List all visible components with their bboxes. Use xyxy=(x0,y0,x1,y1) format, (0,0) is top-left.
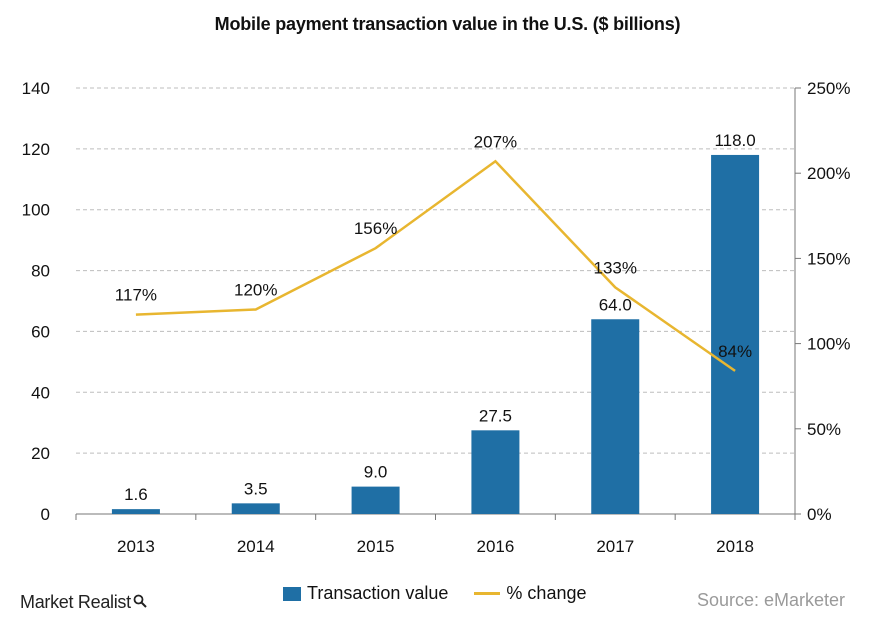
x-tick-label: 2016 xyxy=(477,537,515,556)
x-tick-label: 2015 xyxy=(357,537,395,556)
brand-logo: Market Realist xyxy=(20,592,147,613)
y-tick-label: 100 xyxy=(22,201,50,220)
line-data-label: 156% xyxy=(354,219,397,238)
brand-name: Market Realist xyxy=(20,592,131,612)
legend: Transaction value % change xyxy=(283,583,586,604)
y-tick-label: 80 xyxy=(31,262,50,281)
bar-data-label: 27.5 xyxy=(479,406,512,425)
bar-data-label: 1.6 xyxy=(124,485,148,504)
bar xyxy=(471,430,520,514)
legend-swatch-percent-change xyxy=(474,592,501,595)
chart-title: Mobile payment transaction value in the … xyxy=(214,14,681,34)
legend-label-transaction-value: Transaction value xyxy=(307,583,449,603)
line-data-label: 133% xyxy=(594,258,637,277)
bar-data-label: 64.0 xyxy=(599,295,632,314)
y2-tick-label: 50% xyxy=(807,420,841,439)
magnifier-icon xyxy=(133,592,147,613)
bar xyxy=(231,503,280,514)
x-tick-label: 2013 xyxy=(117,537,155,556)
bar xyxy=(351,486,400,514)
percent-change-line xyxy=(135,159,736,372)
y-tick-label: 140 xyxy=(22,79,50,98)
x-tick-label: 2018 xyxy=(716,537,754,556)
y-tick-label: 40 xyxy=(31,383,50,402)
line-data-label: 120% xyxy=(234,281,277,300)
y2-tick-label: 150% xyxy=(807,249,850,268)
x-tick-label: 2017 xyxy=(596,537,634,556)
x-tick-label: 2014 xyxy=(237,537,275,556)
bar-data-label: 118.0 xyxy=(714,131,755,150)
line-data-label: 117% xyxy=(115,286,157,305)
legend-label-percent-change: % change xyxy=(506,583,587,603)
bar xyxy=(591,319,640,514)
y-tick-label: 60 xyxy=(31,322,50,341)
bar-data-label: 9.0 xyxy=(364,463,388,482)
bar-data-label: 3.5 xyxy=(244,479,268,498)
line-data-label: 207% xyxy=(474,132,517,151)
y-tick-label: 0 xyxy=(41,505,50,524)
y2-tick-label: 0% xyxy=(807,505,832,524)
y2-tick-label: 250% xyxy=(807,79,850,98)
line-data-label: 84% xyxy=(718,342,752,361)
bar xyxy=(111,509,160,514)
source-note: Source: eMarketer xyxy=(696,590,845,610)
y-tick-label: 20 xyxy=(31,444,50,463)
y2-tick-label: 100% xyxy=(807,335,850,354)
bar xyxy=(711,154,760,514)
y-tick-label: 120 xyxy=(22,140,50,159)
legend-swatch-transaction-value xyxy=(283,586,301,601)
y2-tick-label: 200% xyxy=(807,164,850,183)
